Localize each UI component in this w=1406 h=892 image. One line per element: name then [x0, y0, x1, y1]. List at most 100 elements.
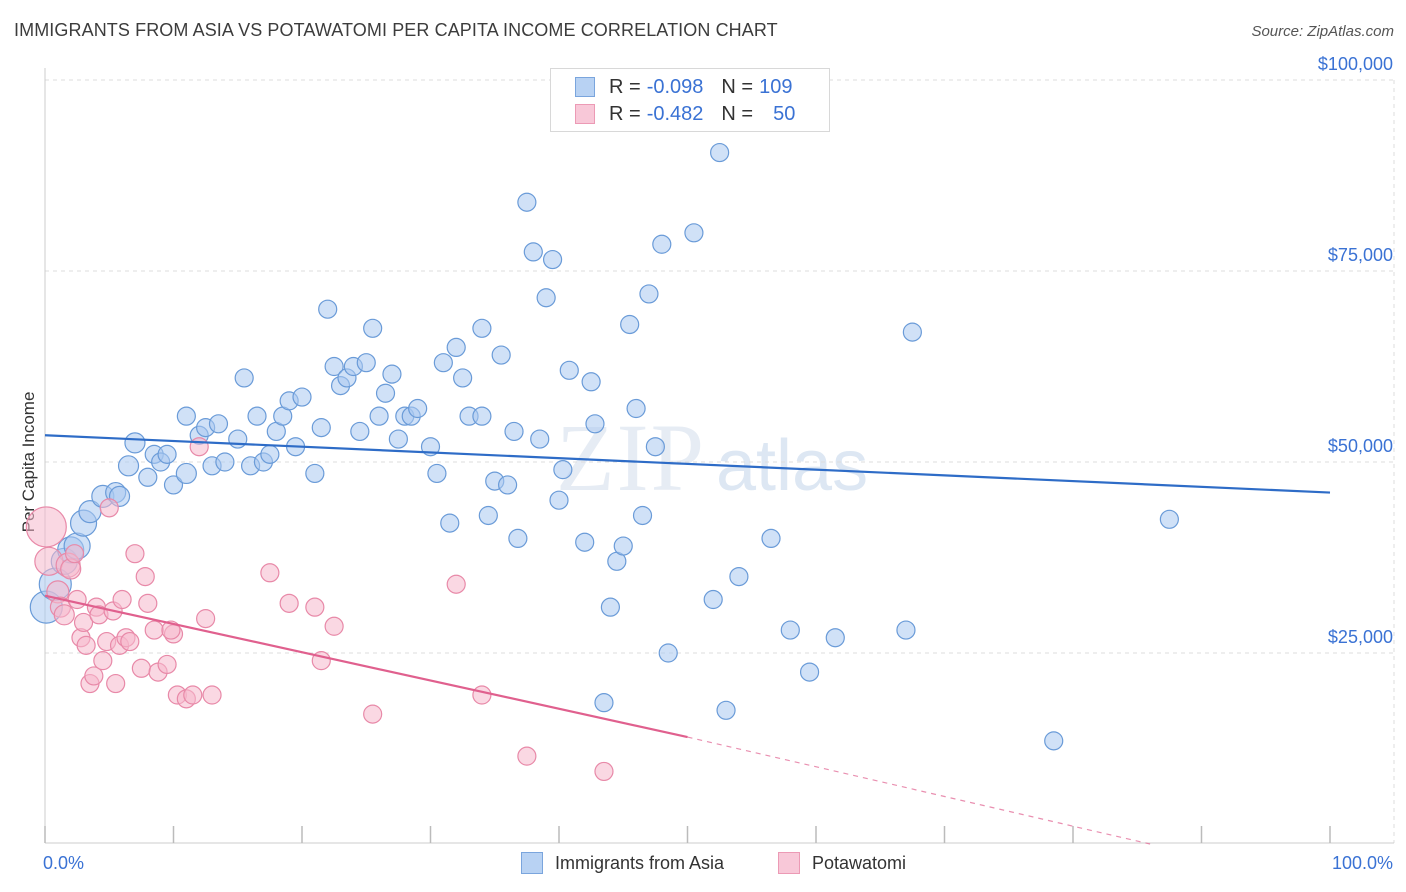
asia-point [472, 406, 492, 426]
potawatomi-point [183, 685, 203, 705]
series-legend-label: Immigrants from Asia [555, 852, 725, 873]
asia-point [716, 700, 736, 720]
asia-point [247, 406, 267, 426]
legend-n-value: 50 [773, 102, 796, 125]
asia-point [1044, 731, 1064, 751]
asia-point [761, 528, 781, 549]
asia-point [504, 421, 524, 442]
y-tick-label: $100,000 [1318, 54, 1393, 74]
y-tick-label: $50,000 [1328, 436, 1393, 456]
asia-point [382, 364, 402, 384]
x-tick-label-max: 100.0% [1332, 853, 1393, 873]
potawatomi-point [594, 761, 614, 782]
asia-point [208, 414, 229, 434]
asia-point [478, 505, 498, 526]
potawatomi-point [73, 612, 94, 633]
asia-point [491, 345, 511, 365]
asia-point [799, 662, 820, 682]
potawatomi-point [106, 673, 126, 694]
potawatomi-point [135, 566, 155, 587]
asia-point [176, 406, 196, 426]
asia-trend-line [44, 434, 1331, 494]
asia-point [645, 437, 665, 457]
legend-r-label: R = [609, 75, 641, 98]
legend-n-value: 109 [759, 75, 793, 98]
asia-point [215, 452, 235, 472]
asia-point [318, 299, 338, 319]
potawatomi-point [363, 704, 383, 724]
potawatomi-point [138, 593, 158, 613]
asia-point [408, 398, 428, 419]
potawatomi-trend-extension [687, 736, 1151, 845]
asia-point [703, 589, 723, 610]
legend-n-label: N = [721, 75, 754, 98]
asia-point [600, 597, 621, 617]
asia-point [594, 693, 614, 713]
asia-point [175, 462, 197, 485]
asia-point [311, 418, 331, 438]
legend-swatch-blue [575, 77, 595, 97]
asia-point [363, 318, 383, 338]
chart-title: IMMIGRANTS FROM ASIA VS POTAWATOMI PER C… [14, 20, 778, 40]
y-tick-label: $25,000 [1328, 627, 1393, 647]
series-legend-item-potawatomi: Potawatomi [778, 852, 906, 874]
potawatomi-point [472, 685, 492, 705]
asia-point [902, 322, 922, 342]
asia-point [559, 360, 579, 380]
asia-point [440, 513, 460, 533]
asia-point [324, 356, 344, 377]
potawatomi-trend-line [44, 594, 688, 739]
series-legend-label: Potawatomi [812, 852, 907, 873]
potawatomi-point [93, 651, 113, 671]
potawatomi-point [84, 666, 104, 686]
watermark-zip: ZIP [556, 404, 706, 511]
potawatomi-point [305, 597, 325, 617]
potawatomi-point [131, 658, 151, 678]
potawatomi-point [53, 604, 75, 626]
asia-point [632, 505, 653, 526]
source-credit: Source: ZipAtlas.com [1251, 23, 1394, 40]
asia-point [553, 460, 573, 480]
asia-point [163, 475, 184, 495]
asia-point [375, 383, 396, 403]
asia-point [228, 429, 248, 449]
potawatomi-point [25, 506, 67, 548]
series-legend-item-asia: Immigrants from Asia [521, 852, 724, 874]
asia-point [542, 249, 563, 270]
asia-point [780, 620, 800, 640]
asia-point [138, 467, 158, 487]
series-legend: Immigrants from Asia Potawatomi [0, 852, 1406, 876]
asia-point [549, 490, 569, 510]
potawatomi-point [144, 620, 164, 640]
asia-point [433, 353, 453, 373]
asia-point [530, 429, 550, 449]
asia-point [453, 368, 473, 388]
legend-swatch-pink [575, 104, 595, 124]
asia-point [446, 337, 466, 357]
potawatomi-point [202, 685, 222, 705]
potawatomi-point [76, 635, 96, 655]
potawatomi-point [125, 544, 145, 564]
asia-point [575, 532, 595, 552]
asia-point [350, 421, 370, 442]
asia-point [585, 414, 605, 434]
legend-r-value: -0.098 [646, 75, 704, 98]
asia-point [517, 192, 537, 212]
potawatomi-point [189, 437, 209, 457]
asia-point [896, 620, 916, 640]
legend-row-asia: R = -0.098 N = 109 [575, 74, 792, 100]
asia-point [124, 432, 146, 454]
x-tick-label-min: 0.0% [43, 853, 84, 873]
potawatomi-point [120, 631, 140, 652]
legend-r-value: -0.482 [646, 102, 704, 125]
potawatomi-point [517, 746, 537, 766]
series-swatch-blue [521, 852, 543, 874]
asia-point [117, 455, 140, 477]
y-tick-label: $75,000 [1328, 245, 1393, 265]
asia-point [369, 406, 389, 426]
asia-point [472, 318, 492, 338]
legend-r-label: R = [609, 102, 641, 125]
potawatomi-point [112, 589, 132, 610]
asia-point [498, 475, 518, 495]
series-swatch-pink [778, 852, 800, 874]
